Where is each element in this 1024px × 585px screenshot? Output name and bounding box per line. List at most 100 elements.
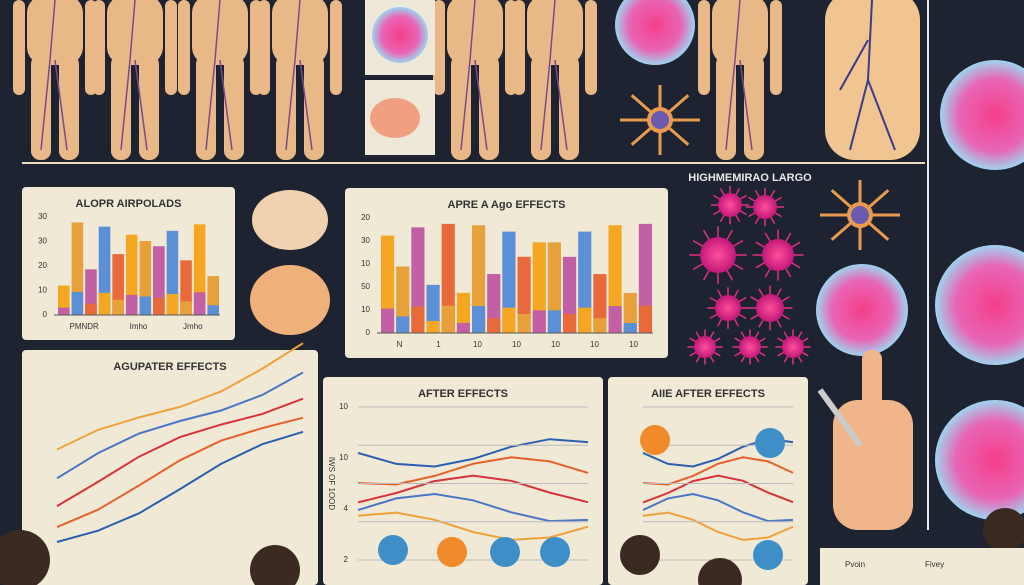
bar-segment bbox=[456, 322, 470, 333]
cell bbox=[372, 7, 428, 63]
bar bbox=[547, 242, 561, 333]
panel-title: AIIE AFTER EFFECTS bbox=[651, 388, 765, 400]
vein bbox=[725, 0, 753, 151]
vein bbox=[839, 0, 896, 151]
x-tick-label: 10 bbox=[629, 340, 638, 349]
series-line bbox=[56, 430, 304, 543]
y-tick-label: 0 bbox=[366, 328, 371, 337]
vein bbox=[120, 0, 148, 151]
spiky-cell bbox=[715, 295, 741, 321]
series-line bbox=[357, 492, 589, 523]
bar-segment bbox=[517, 313, 531, 333]
body-arm bbox=[13, 0, 25, 95]
y-tick-label: 10 bbox=[38, 286, 47, 295]
finger bbox=[862, 350, 882, 420]
bar-segment bbox=[472, 306, 486, 333]
bar-segment bbox=[502, 307, 516, 333]
spiky-cell bbox=[762, 239, 794, 271]
bar-segment bbox=[71, 291, 84, 315]
bar bbox=[112, 254, 124, 315]
spiky-cell bbox=[694, 336, 716, 358]
bar bbox=[166, 230, 179, 315]
x-tick-label: Jmho bbox=[183, 322, 203, 331]
bar-segment bbox=[381, 308, 395, 333]
body-arm bbox=[330, 0, 342, 95]
bar-segment bbox=[623, 322, 637, 333]
panel-title: AGUPATER EFFECTS bbox=[113, 361, 226, 373]
body-arm bbox=[93, 0, 105, 95]
cell bbox=[816, 264, 908, 356]
bar-segment bbox=[112, 299, 124, 315]
spiky-cell bbox=[782, 336, 804, 358]
panel-title: AFTER EFFECTS bbox=[418, 388, 508, 400]
bar-segment bbox=[98, 292, 111, 315]
cell bbox=[940, 60, 1024, 170]
bar bbox=[153, 246, 165, 315]
bar bbox=[472, 225, 486, 333]
body-leg bbox=[196, 55, 216, 160]
body-leg bbox=[559, 55, 579, 160]
vein bbox=[40, 0, 68, 151]
body-leg bbox=[451, 55, 471, 160]
series-line bbox=[357, 511, 589, 541]
y-tick-label: 10 bbox=[361, 305, 370, 314]
bar-segment bbox=[125, 294, 138, 315]
x-tick-label: N bbox=[397, 340, 403, 349]
x-tick-label: 10 bbox=[473, 340, 482, 349]
person-head bbox=[698, 558, 742, 585]
x-tick-label: 10 bbox=[551, 340, 560, 349]
y-tick-label: 2 bbox=[344, 555, 349, 564]
series-line bbox=[642, 492, 794, 523]
body-arm bbox=[165, 0, 177, 95]
y-tick-label: 30 bbox=[38, 237, 47, 246]
body-leg bbox=[111, 55, 131, 160]
bar-segment bbox=[563, 313, 577, 333]
organ bbox=[250, 265, 330, 335]
y-tick-label: 20 bbox=[38, 261, 47, 270]
footer-bar bbox=[820, 548, 1024, 585]
x-tick-label: 10 bbox=[590, 340, 599, 349]
series-line bbox=[56, 371, 304, 480]
panel-title: APRE A Ago EFFECTS bbox=[448, 199, 566, 211]
body-torso bbox=[825, 0, 920, 160]
vein bbox=[460, 0, 488, 151]
body-arm bbox=[178, 0, 190, 95]
bar bbox=[180, 260, 192, 315]
y-tick-label: 20 bbox=[361, 213, 370, 222]
bar-segment bbox=[180, 301, 192, 315]
cell bbox=[753, 540, 783, 570]
cell bbox=[935, 245, 1024, 365]
bar-segment bbox=[638, 305, 652, 333]
bar-segment bbox=[578, 307, 592, 333]
y-tick-label: 10 bbox=[339, 453, 348, 462]
bar-segment bbox=[608, 306, 622, 333]
series-line bbox=[357, 456, 589, 486]
body-torso bbox=[107, 0, 163, 65]
bar-segment bbox=[58, 307, 70, 315]
series-line bbox=[642, 511, 794, 541]
bar-segment bbox=[532, 310, 546, 333]
body-leg bbox=[531, 55, 551, 160]
series-line bbox=[56, 397, 304, 507]
bar-segment bbox=[85, 303, 97, 315]
series-line bbox=[642, 474, 794, 504]
spiky-cell bbox=[756, 294, 784, 322]
bar bbox=[58, 285, 70, 315]
body-leg bbox=[744, 55, 764, 160]
bar-segment bbox=[426, 320, 440, 333]
body-leg bbox=[224, 55, 244, 160]
bar-segment bbox=[139, 296, 152, 315]
cell bbox=[378, 535, 408, 565]
cell bbox=[437, 537, 467, 567]
person-head bbox=[983, 508, 1024, 552]
x-tick-label: 10 bbox=[512, 340, 521, 349]
y-tick-label: 4 bbox=[344, 504, 349, 513]
body-torso bbox=[272, 0, 328, 65]
body-leg bbox=[716, 55, 736, 160]
cell bbox=[615, 0, 695, 65]
y-tick-label: 30 bbox=[38, 212, 47, 221]
spiky-cell bbox=[700, 237, 736, 273]
neuron-body bbox=[647, 107, 673, 133]
spiky-cell bbox=[739, 336, 761, 358]
bar bbox=[125, 234, 138, 315]
